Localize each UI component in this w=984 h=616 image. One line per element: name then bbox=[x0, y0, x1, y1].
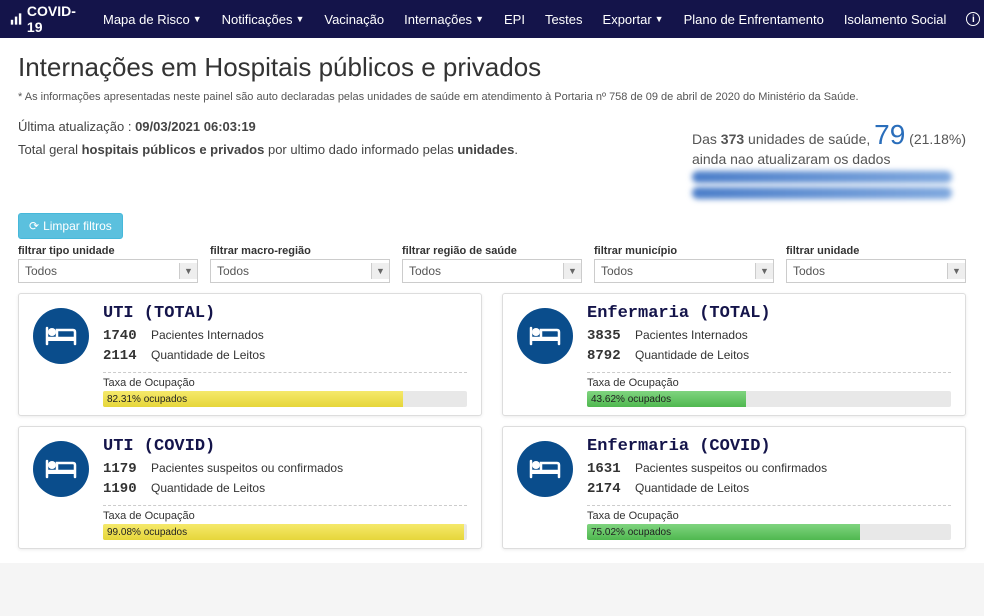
bed-icon bbox=[527, 318, 563, 354]
card-title: Enfermaria (COVID) bbox=[587, 437, 951, 456]
filter-select-4[interactable]: Todos▼ bbox=[786, 259, 966, 283]
last-update: Última atualização : 09/03/2021 06:03:19 bbox=[18, 119, 518, 134]
blurred-link-1[interactable] bbox=[692, 171, 952, 183]
filter-label-1: filtrar macro-região bbox=[210, 245, 390, 257]
nav-item-6[interactable]: Exportar▼ bbox=[593, 12, 674, 27]
chart-icon bbox=[10, 11, 23, 27]
nav-item-5[interactable]: Testes bbox=[535, 12, 593, 27]
progress-bar: 82.31% ocupados bbox=[103, 391, 467, 407]
card-enf-covid: Enfermaria (COVID) 1631Pacientes suspeito… bbox=[502, 426, 966, 549]
filter-select-3[interactable]: Todos▼ bbox=[594, 259, 774, 283]
occupancy-label: Taxa de Ocupação bbox=[103, 505, 467, 522]
blurred-link-2[interactable] bbox=[692, 187, 952, 199]
card-icon bbox=[33, 308, 89, 364]
pending-info: Das 373 unidades de saúde, 79 (21.18%) a… bbox=[692, 119, 966, 203]
caret-icon: ▼ bbox=[193, 14, 202, 24]
stat-beds: 8792Quantidade de Leitos bbox=[587, 347, 951, 367]
bed-icon bbox=[527, 451, 563, 487]
card-title: Enfermaria (TOTAL) bbox=[587, 304, 951, 323]
stat-beds: 2114Quantidade de Leitos bbox=[103, 347, 467, 367]
progress-bar: 75.02% ocupados bbox=[587, 524, 951, 540]
chevron-down-icon: ▼ bbox=[563, 263, 581, 279]
stat-beds: 2174Quantidade de Leitos bbox=[587, 480, 951, 500]
filter-select-1[interactable]: Todos▼ bbox=[210, 259, 390, 283]
bed-icon bbox=[43, 451, 79, 487]
nav-item-8[interactable]: Isolamento Social bbox=[834, 12, 957, 27]
stat-beds: 1190Quantidade de Leitos bbox=[103, 480, 467, 500]
nav-item-2[interactable]: Vacinação bbox=[314, 12, 394, 27]
stat-patients: 1740Pacientes Internados bbox=[103, 327, 467, 347]
filter-label-2: filtrar região de saúde bbox=[402, 245, 582, 257]
stat-patients: 1179Pacientes suspeitos ou confirmados bbox=[103, 460, 467, 480]
card-icon bbox=[33, 441, 89, 497]
caret-icon: ▼ bbox=[655, 14, 664, 24]
totals-line: Total geral hospitais públicos e privado… bbox=[18, 142, 518, 157]
occupancy-label: Taxa de Ocupação bbox=[103, 372, 467, 389]
caret-icon: ▼ bbox=[295, 14, 304, 24]
chevron-down-icon: ▼ bbox=[371, 263, 389, 279]
refresh-icon: ⟳ bbox=[29, 219, 39, 233]
chevron-down-icon: ▼ bbox=[947, 263, 965, 279]
info-icon: i bbox=[966, 12, 980, 26]
card-enf-total: Enfermaria (TOTAL) 3835Pacientes Internad… bbox=[502, 293, 966, 416]
nav-item-3[interactable]: Internações▼ bbox=[394, 12, 494, 27]
caret-icon: ▼ bbox=[475, 14, 484, 24]
stat-patients: 1631Pacientes suspeitos ou confirmados bbox=[587, 460, 951, 480]
occupancy-label: Taxa de Ocupação bbox=[587, 372, 951, 389]
chevron-down-icon: ▼ bbox=[179, 263, 197, 279]
filter-select-2[interactable]: Todos▼ bbox=[402, 259, 582, 283]
filter-label-3: filtrar município bbox=[594, 245, 774, 257]
nav-item-1[interactable]: Notificações▼ bbox=[212, 12, 315, 27]
card-title: UTI (COVID) bbox=[103, 437, 467, 456]
filter-label-4: filtrar unidade bbox=[786, 245, 966, 257]
navbar: COVID-19 Mapa de Risco▼Notificações▼Vaci… bbox=[0, 0, 984, 38]
disclaimer: * As informações apresentadas neste pain… bbox=[18, 91, 966, 103]
nav-about[interactable]: i Sobre bbox=[956, 12, 984, 27]
card-uti-total: UTI (TOTAL) 1740Pacientes Internados2114Q… bbox=[18, 293, 482, 416]
bed-icon bbox=[43, 318, 79, 354]
page-title: Internações em Hospitais públicos e priv… bbox=[18, 52, 966, 83]
card-icon bbox=[517, 441, 573, 497]
chevron-down-icon: ▼ bbox=[755, 263, 773, 279]
nav-item-7[interactable]: Plano de Enfrentamento bbox=[674, 12, 834, 27]
nav-item-0[interactable]: Mapa de Risco▼ bbox=[93, 12, 212, 27]
card-uti-covid: UTI (COVID) 1179Pacientes suspeitos ou co… bbox=[18, 426, 482, 549]
card-title: UTI (TOTAL) bbox=[103, 304, 467, 323]
brand-text: COVID-19 bbox=[27, 3, 79, 35]
progress-bar: 99.08% ocupados bbox=[103, 524, 467, 540]
brand[interactable]: COVID-19 bbox=[10, 3, 79, 35]
occupancy-label: Taxa de Ocupação bbox=[587, 505, 951, 522]
card-icon bbox=[517, 308, 573, 364]
filter-label-0: filtrar tipo unidade bbox=[18, 245, 198, 257]
stat-patients: 3835Pacientes Internados bbox=[587, 327, 951, 347]
progress-bar: 43.62% ocupados bbox=[587, 391, 951, 407]
clear-filters-button[interactable]: ⟳ Limpar filtros bbox=[18, 213, 123, 239]
filter-select-0[interactable]: Todos▼ bbox=[18, 259, 198, 283]
nav-item-4[interactable]: EPI bbox=[494, 12, 535, 27]
